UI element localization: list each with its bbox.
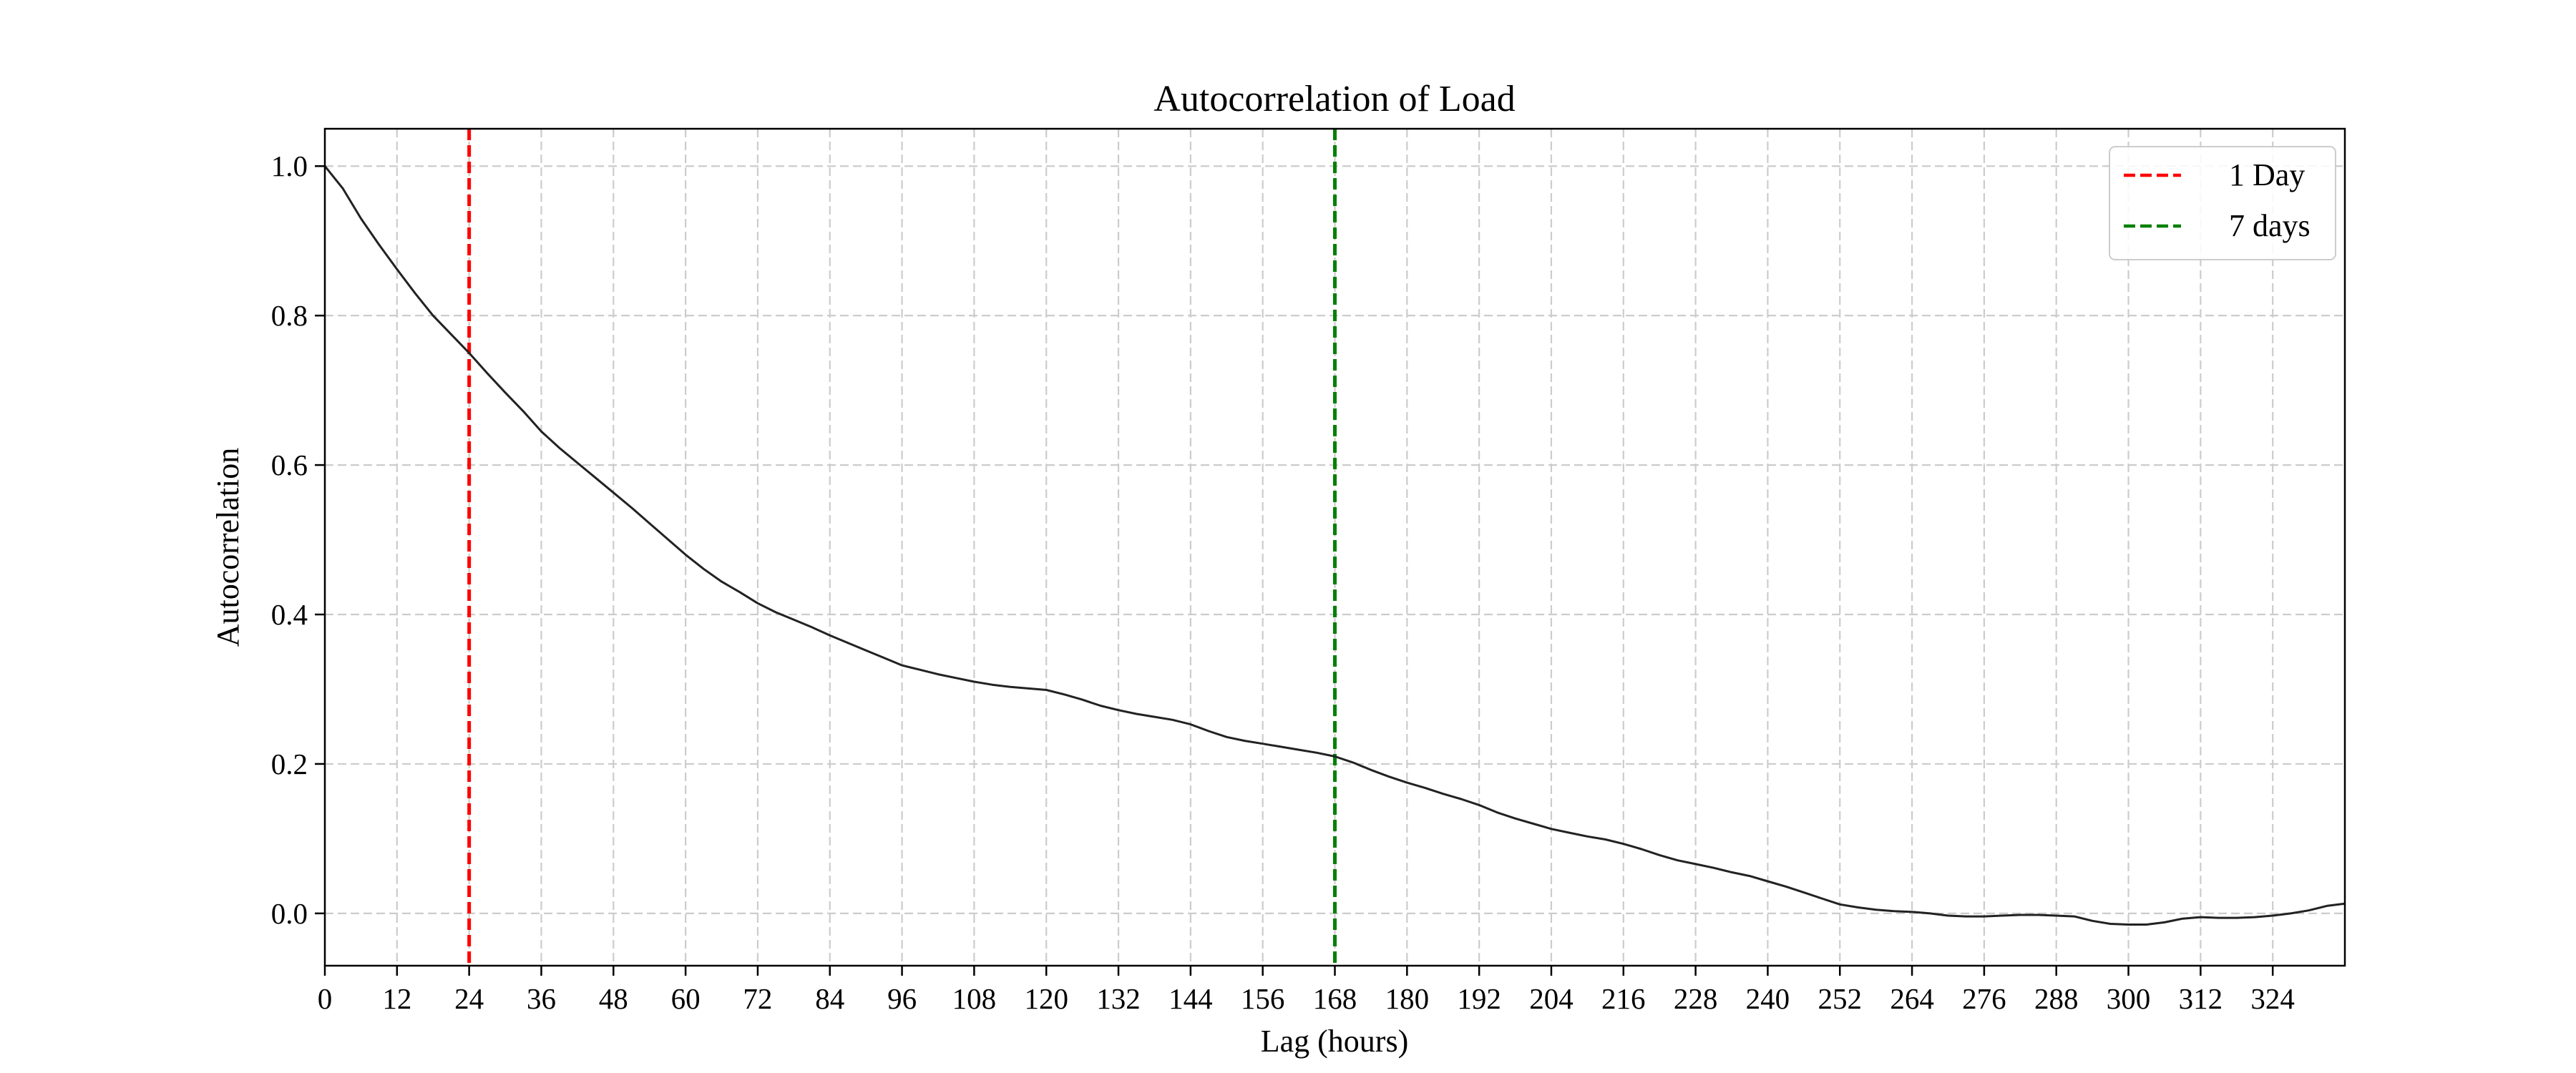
x-tick-label: 84 (815, 982, 844, 1015)
y-tick-label: 0.8 (271, 299, 308, 332)
x-tick-label: 240 (1746, 982, 1790, 1015)
x-tick-label: 300 (2107, 982, 2151, 1015)
x-tick-label: 24 (454, 982, 484, 1015)
x-tick-label: 168 (1313, 982, 1357, 1015)
x-tick-label: 276 (1962, 982, 2006, 1015)
reference-lines (467, 129, 1337, 966)
y-tick-label: 1.0 (271, 150, 308, 182)
y-tick-label: 0.2 (271, 748, 308, 780)
legend: 1 Day 7 days (2109, 146, 2336, 260)
x-tick-label: 132 (1096, 982, 1141, 1015)
x-tick-label: 96 (887, 982, 917, 1015)
legend-label-1-day: 1 Day (2229, 157, 2305, 192)
x-axis-ticks: 0 12 24 36 48 60 72 84 96 108 120 132 144 156 168 180 19… (318, 966, 2295, 1015)
x-axis-label: Lag (hours) (1261, 1024, 1409, 1059)
y-axis-label: Autocorrelation (210, 448, 245, 647)
series-layer (323, 165, 2346, 926)
x-tick-label: 324 (2250, 982, 2295, 1015)
y-tick-label: 0.6 (271, 449, 308, 481)
x-tick-label: 252 (1818, 982, 1863, 1015)
x-tick-label: 60 (671, 982, 701, 1015)
y-tick-label: 0.4 (271, 598, 308, 631)
x-tick-label: 264 (1890, 982, 1934, 1015)
y-tick-label: 0.0 (271, 897, 308, 930)
x-tick-label: 228 (1674, 982, 1718, 1015)
y-axis-ticks: 0.0 0.2 0.4 0.6 0.8 1.0 (271, 150, 325, 930)
x-tick-label: 288 (2034, 982, 2079, 1015)
x-tick-label: 0 (318, 982, 333, 1015)
x-tick-label: 180 (1385, 982, 1430, 1015)
x-tick-label: 216 (1601, 982, 1646, 1015)
x-tick-label: 120 (1024, 982, 1068, 1015)
x-tick-label: 312 (2179, 982, 2223, 1015)
x-tick-label: 204 (1529, 982, 1574, 1015)
x-tick-label: 72 (743, 982, 772, 1015)
x-tick-label: 36 (527, 982, 556, 1015)
x-tick-label: 192 (1457, 982, 1501, 1015)
x-tick-label: 48 (599, 982, 628, 1015)
autocorrelation-line (323, 165, 2346, 926)
chart-title: Autocorrelation of Load (1153, 79, 1515, 119)
x-tick-label: 144 (1169, 982, 1213, 1015)
legend-label-7-days: 7 days (2229, 208, 2311, 243)
x-tick-label: 156 (1241, 982, 1285, 1015)
x-tick-label: 108 (952, 982, 997, 1015)
x-tick-label: 12 (382, 982, 411, 1015)
